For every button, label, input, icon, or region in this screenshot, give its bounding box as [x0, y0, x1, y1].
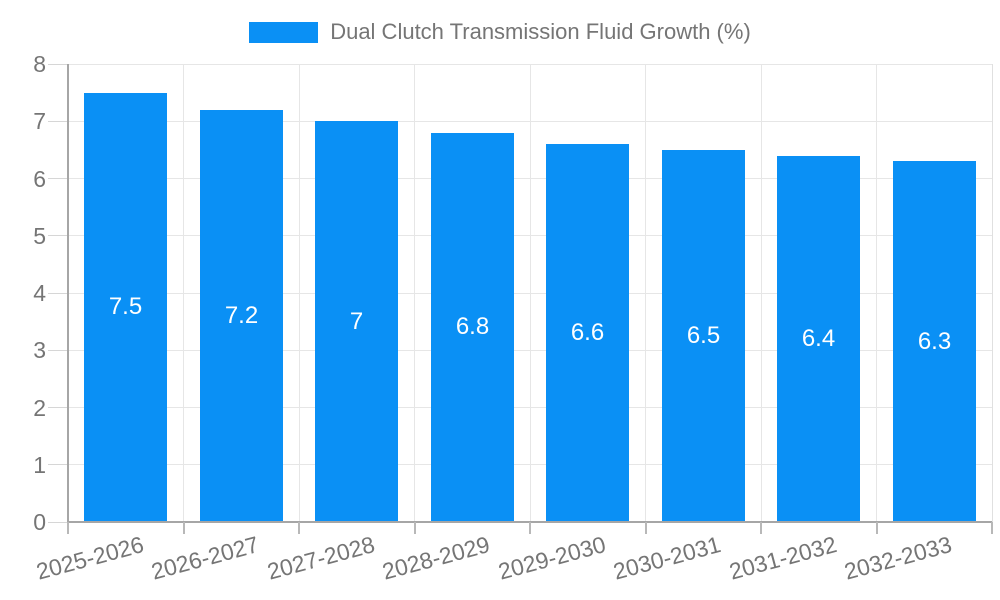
x-tick	[529, 522, 531, 534]
chart-legend[interactable]: Dual Clutch Transmission Fluid Growth (%…	[0, 18, 1000, 46]
x-tick	[876, 522, 878, 534]
y-tick	[48, 407, 68, 408]
bar-chart: Dual Clutch Transmission Fluid Growth (%…	[0, 0, 1000, 600]
v-gridline	[992, 64, 993, 522]
y-axis-label: 7	[0, 109, 46, 133]
y-tick	[48, 293, 68, 294]
y-axis-label: 6	[0, 167, 46, 191]
v-gridline	[645, 64, 646, 522]
v-gridline	[183, 64, 184, 522]
v-gridline	[761, 64, 762, 522]
v-gridline	[414, 64, 415, 522]
x-tick	[298, 522, 300, 534]
x-tick	[414, 522, 416, 534]
x-tick	[67, 522, 69, 534]
bar-value-label: 7.5	[84, 292, 167, 322]
bar-value-label: 6.4	[777, 324, 860, 354]
y-axis-label: 8	[0, 52, 46, 76]
y-tick	[48, 121, 68, 122]
y-tick	[48, 235, 68, 236]
v-gridline	[299, 64, 300, 522]
y-tick	[48, 178, 68, 179]
x-tick	[183, 522, 185, 534]
y-axis-label: 2	[0, 396, 46, 420]
bar-value-label: 7	[315, 307, 398, 337]
y-axis-label: 4	[0, 281, 46, 305]
bar-value-label: 6.3	[893, 327, 976, 357]
bar-value-label: 6.5	[662, 321, 745, 351]
y-axis-label: 1	[0, 453, 46, 477]
v-gridline	[876, 64, 877, 522]
y-axis-label: 0	[0, 510, 46, 534]
x-tick	[645, 522, 647, 534]
bar-value-label: 7.2	[200, 301, 283, 331]
legend-label: Dual Clutch Transmission Fluid Growth (%…	[330, 18, 751, 46]
v-gridline	[530, 64, 531, 522]
y-tick	[48, 464, 68, 465]
bar-value-label: 6.6	[546, 318, 629, 348]
x-tick	[991, 522, 993, 534]
y-axis-label: 3	[0, 338, 46, 362]
y-tick	[48, 64, 68, 65]
bar-value-label: 6.8	[431, 312, 514, 342]
y-tick	[48, 350, 68, 351]
y-axis-label: 5	[0, 224, 46, 248]
x-tick	[760, 522, 762, 534]
y-tick	[48, 522, 68, 523]
legend-swatch	[249, 22, 318, 43]
y-axis-line	[67, 64, 69, 523]
